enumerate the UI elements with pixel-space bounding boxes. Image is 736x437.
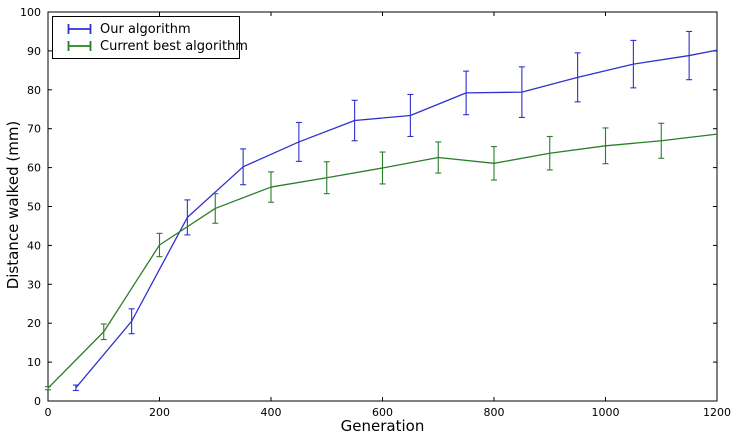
x-tick-label: 800: [484, 406, 505, 419]
x-tick-label: 1200: [703, 406, 731, 419]
y-axis-label: Distance walked (mm): [4, 120, 22, 290]
legend-label: Our algorithm: [100, 21, 191, 37]
errorbar-glyph-icon: [67, 41, 92, 51]
x-tick-label: 1000: [592, 406, 620, 419]
axis-ticks: 0 200 400 600 800 1000 1200 0 10 20 30 40 50 60 70 80 90…: [20, 6, 731, 419]
x-tick-label: 600: [372, 406, 393, 419]
series-line: [75, 49, 718, 389]
x-tick-label: 0: [45, 406, 52, 419]
y-tick-label: 0: [34, 395, 41, 408]
series-current-best-algorithm: [45, 122, 718, 391]
series-our-algorithm: [72, 30, 718, 392]
x-tick-label: 400: [261, 406, 282, 419]
legend: Our algorithm Current best algorithm: [52, 16, 248, 59]
y-tick-label: 100: [20, 6, 41, 19]
legend-item-our-algorithm: Our algorithm: [66, 21, 233, 37]
y-tick-label: 40: [27, 239, 41, 252]
y-tick-label: 10: [27, 356, 41, 369]
plot-box: [47, 11, 718, 402]
y-tick-label: 90: [27, 45, 41, 58]
y-tick-label: 70: [27, 123, 41, 136]
y-tick-label: 80: [27, 84, 41, 97]
y-tick-label: 30: [27, 278, 41, 291]
y-tick-label: 50: [27, 201, 41, 214]
y-tick-label: 20: [27, 317, 41, 330]
x-tick-label: 200: [149, 406, 170, 419]
y-tick-label: 60: [27, 162, 41, 175]
x-axis-label: Generation: [340, 417, 425, 435]
legend-label: Current best algorithm: [100, 38, 248, 54]
errorbar-glyph-icon: [67, 24, 92, 34]
legend-item-current-best-algorithm: Current best algorithm: [66, 38, 248, 54]
